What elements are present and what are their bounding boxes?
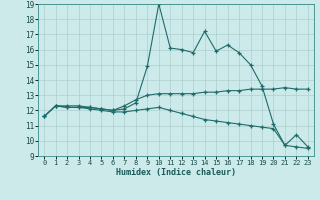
- X-axis label: Humidex (Indice chaleur): Humidex (Indice chaleur): [116, 168, 236, 177]
